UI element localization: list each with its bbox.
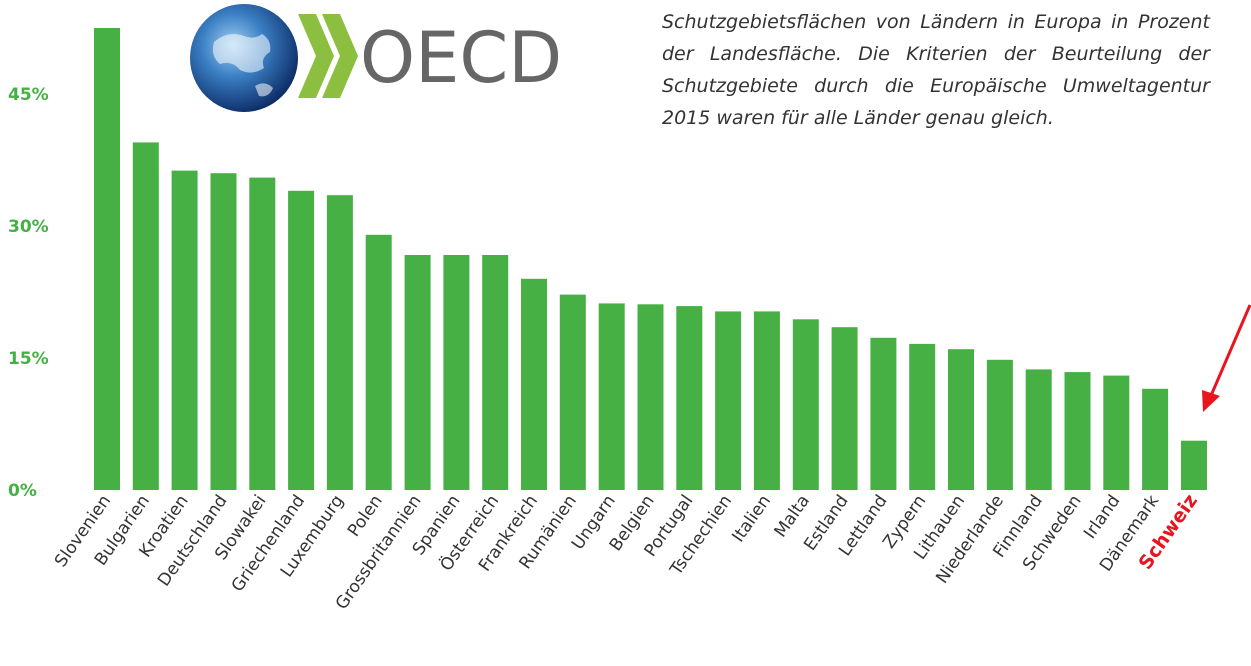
- chart-caption: Schutzgebietsflächen von Ländern in Euro…: [662, 11, 1210, 129]
- bar: [1142, 388, 1169, 490]
- chevron-icon: [298, 14, 334, 98]
- bar: [676, 306, 703, 490]
- highlight-arrow: [1202, 304, 1251, 412]
- y-tick-label: 15%: [8, 349, 49, 369]
- bar: [288, 190, 315, 491]
- bar: [1181, 440, 1207, 490]
- bar: [1064, 372, 1091, 490]
- bar: [443, 255, 470, 490]
- bar: [171, 170, 198, 490]
- y-tick-label: 30%: [8, 217, 49, 237]
- bar: [948, 349, 974, 490]
- bar: [831, 327, 858, 490]
- x-axis-labels: SlovenienBulgarienKroatienDeutschlandSlo…: [51, 490, 1202, 613]
- bar: [404, 255, 431, 490]
- bar: [249, 177, 276, 490]
- y-axis: 0% 15% 30% 45%: [8, 85, 49, 501]
- bar: [521, 278, 547, 490]
- bar: [482, 255, 509, 490]
- bar: [365, 234, 392, 490]
- bar: [210, 173, 237, 490]
- bar: [715, 311, 742, 490]
- oecd-logo: OECD: [190, 4, 562, 112]
- bar: [598, 303, 625, 490]
- bar: [986, 359, 1013, 490]
- bar: [326, 195, 353, 490]
- bar: [94, 28, 120, 490]
- oecd-logo-text: OECD: [360, 17, 562, 99]
- x-tick-label: Italien: [728, 491, 775, 546]
- bar: [753, 311, 780, 490]
- bar: [637, 304, 664, 490]
- globe-landmass: [212, 34, 273, 97]
- chevron-icon: [322, 14, 358, 98]
- bar: [1103, 375, 1130, 490]
- bar: [792, 319, 819, 490]
- bar: [559, 294, 586, 490]
- bars: [94, 28, 1207, 491]
- bar: [1025, 369, 1052, 490]
- y-tick-label: 45%: [8, 85, 49, 105]
- bar: [909, 343, 936, 490]
- bar: [870, 337, 897, 490]
- bar: [132, 142, 159, 490]
- y-tick-label: 0%: [8, 481, 37, 501]
